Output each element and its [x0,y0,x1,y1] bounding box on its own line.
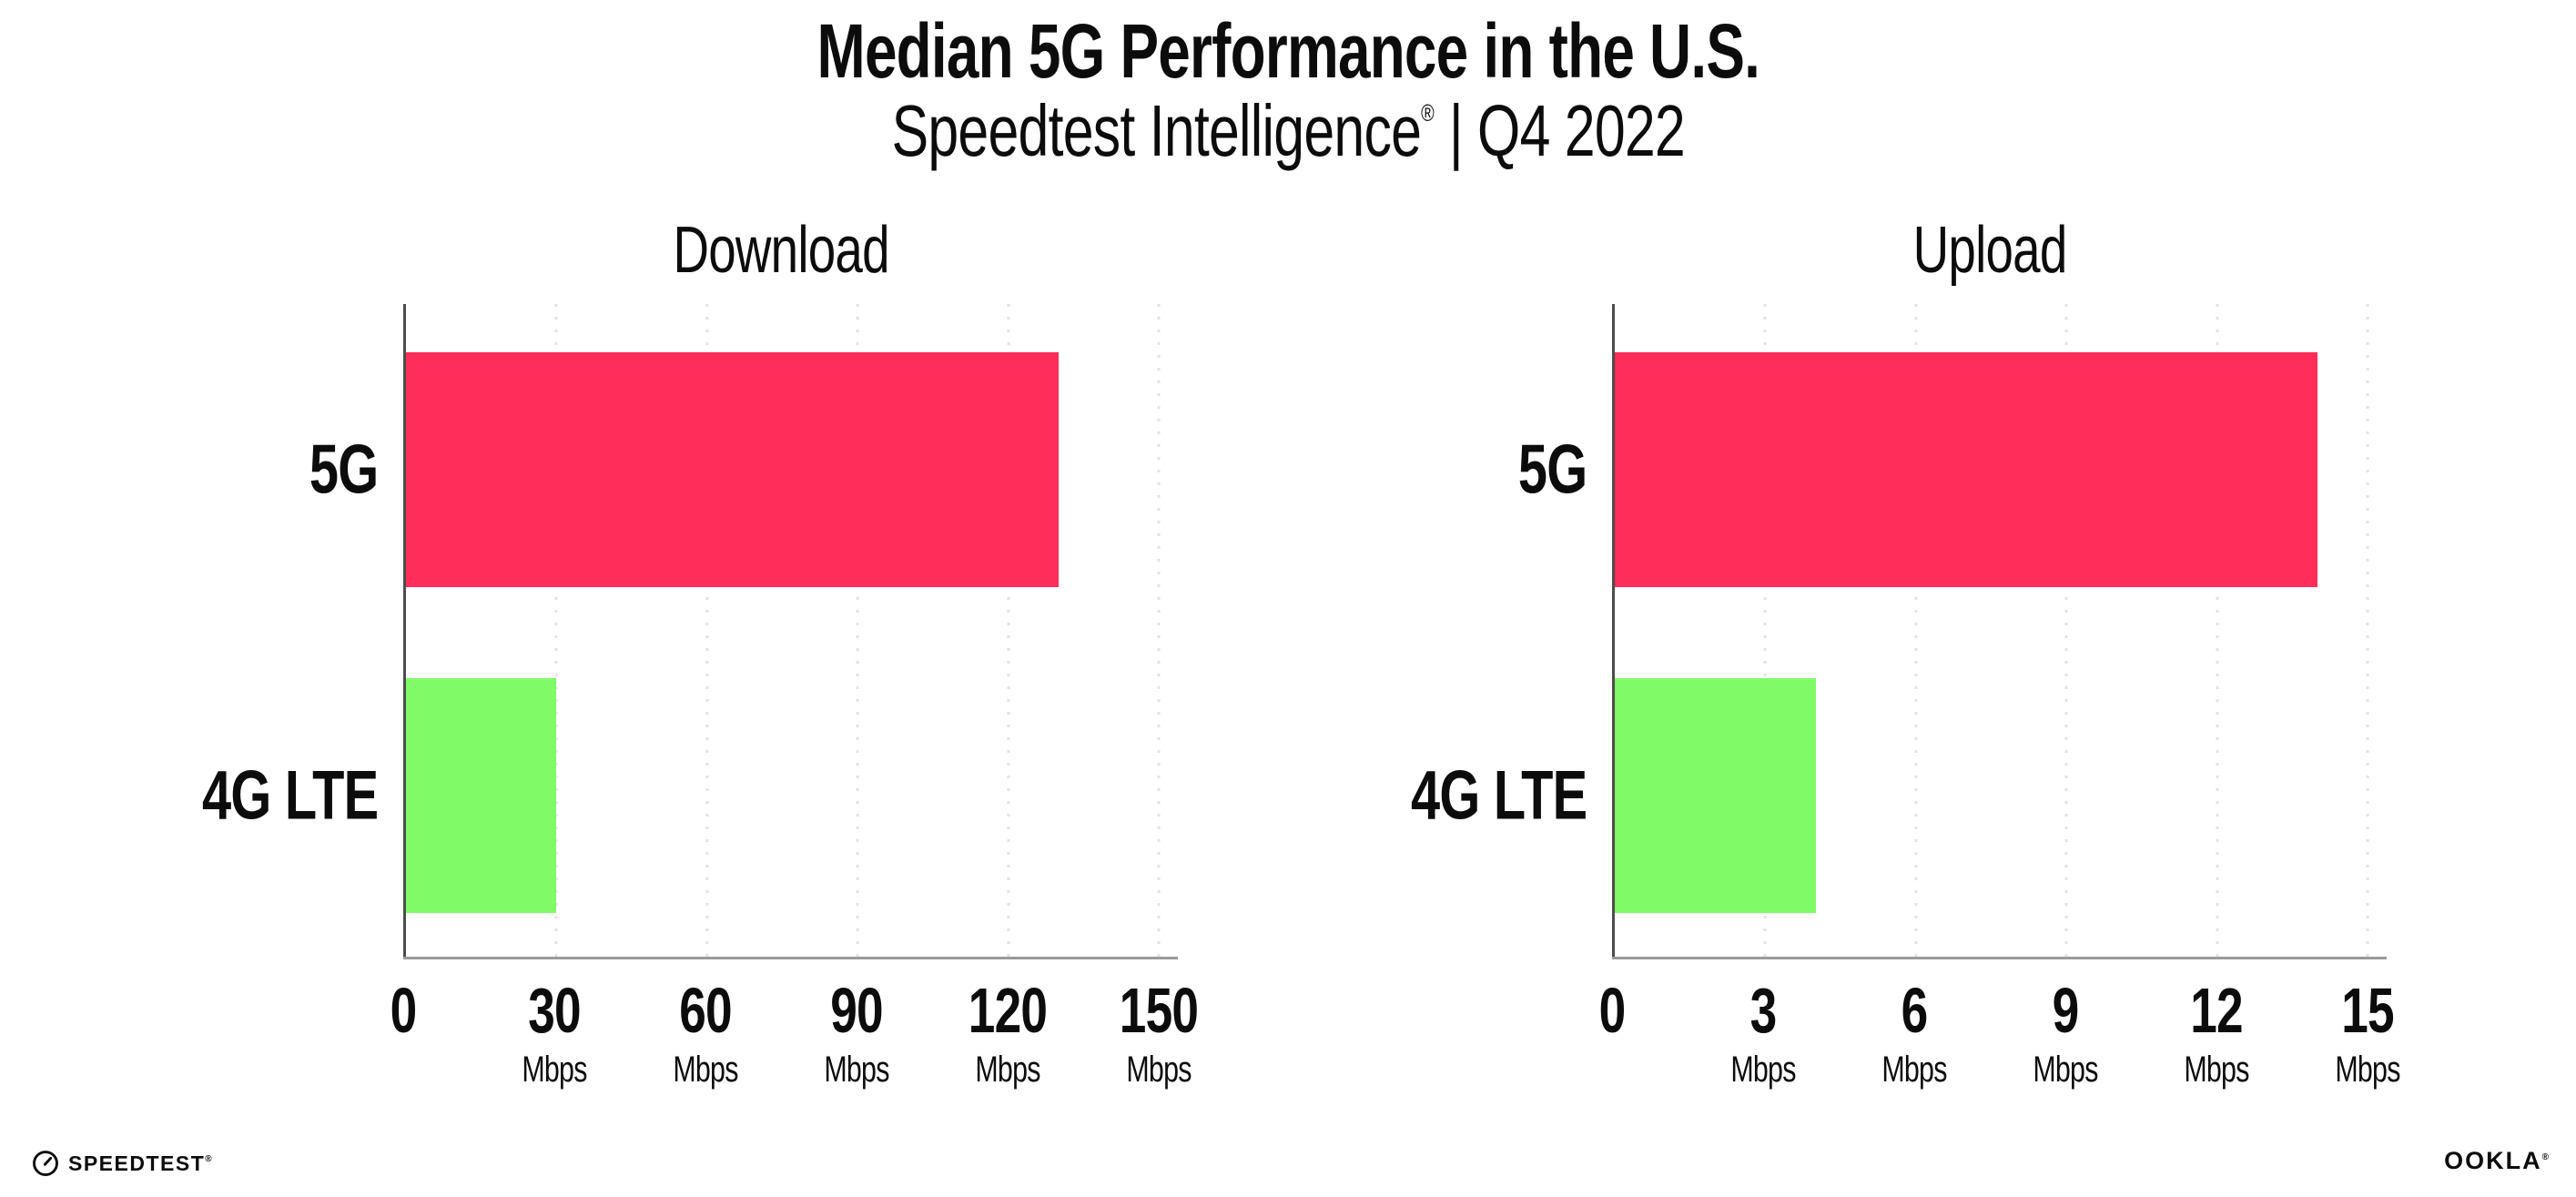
x-tick-value: 0 [390,975,418,1046]
y-label-5g: 5G [288,430,378,509]
gridline [2064,304,2068,959]
x-tick-unit: Mbps [673,1050,738,1090]
speedtest-logo: SPEEDTEST® [32,1150,212,1177]
bar-5g [406,351,1059,588]
y-label-4g-lte-text: 4G LTE [201,756,379,835]
gridline [2366,304,2369,959]
x-tick-3: 3 Mbps [1720,979,1806,1088]
x-tick-value: 60 [679,975,732,1046]
y-label-5g-text: 5G [1517,431,1587,509]
x-tick-0: 0 [386,979,421,1042]
x-tick-unit: Mbps [824,1050,889,1090]
x-tick-value: 15 [2341,975,2394,1046]
x-tick-unit: Mbps [975,1050,1040,1090]
upload-plot-area [1612,304,2387,959]
speedtest-wordmark-text: SPEEDTEST [68,1151,206,1175]
gridline [1007,304,1010,959]
x-tick-value: 9 [2052,975,2080,1046]
gridline [856,304,859,959]
x-tick-value: 120 [968,975,1048,1046]
registered-mark: ® [2541,1152,2549,1162]
bars [406,304,1159,959]
x-tick-6: 6 Mbps [1871,979,1957,1088]
x-tick-value: 90 [830,975,883,1046]
x-tick-value: 0 [1598,975,1627,1046]
y-label-4g-lte-text: 4G LTE [1410,756,1587,835]
bar-4g-lte [1615,677,1816,914]
registered-mark: ® [1420,99,1435,127]
gridlines [406,304,1161,959]
download-chart: Download 5G 4G LTE 0 30 Mbps 60 Mbps 90 Mbps 12… [202,214,1199,1088]
y-label-4g-lte: 4G LTE [147,756,379,835]
x-tick-30: 30 Mbps [512,979,597,1088]
upload-chart-title-text: Upload [1912,214,2068,287]
download-plot-area [403,304,1178,959]
y-label-4g-lte: 4G LTE [1355,756,1587,835]
x-tick-value: 30 [528,975,581,1046]
gridline [2216,304,2219,959]
x-tick-60: 60 Mbps [663,979,748,1088]
x-tick-unit: Mbps [2184,1050,2249,1090]
registered-mark: ® [205,1153,212,1164]
gridlines [1615,304,2369,959]
x-axis-line [403,957,1178,959]
upload-chart: Upload 5G 4G LTE 0 3 Mbps 6 Mbps 9 Mbps 12 Mbps 1… [1411,214,2401,1088]
gridline [1157,304,1161,959]
bar-5g [1615,351,2317,588]
download-chart-title: Download [403,213,1159,288]
page-title: Median 5G Performance in the U.S. [0,7,2576,96]
ookla-logo: OOKLA® [2444,1147,2549,1175]
page-subtitle-text: Speedtest Intelligence® | Q4 2022 [891,89,1686,173]
x-tick-0: 0 [1595,979,1629,1042]
x-tick-unit: Mbps [1730,1050,1796,1090]
x-tick-value: 12 [2190,975,2243,1046]
subtitle-brand: Speedtest Intelligence [891,90,1421,171]
gridline [554,304,558,959]
download-chart-title-text: Download [673,214,889,287]
gridline [1763,304,1767,959]
x-tick-value: 6 [1901,975,1929,1046]
x-tick-90: 90 Mbps [814,979,899,1088]
y-label-5g-text: 5G [309,431,378,509]
y-label-5g: 5G [1496,430,1587,509]
bar-4g-lte [406,677,557,914]
x-tick-unit: Mbps [522,1050,587,1090]
page-subtitle: Speedtest Intelligence® | Q4 2022 [0,89,2576,173]
speedtest-gauge-icon [33,1151,58,1176]
x-tick-120: 120 Mbps [956,979,1060,1088]
x-tick-12: 12 Mbps [2174,979,2259,1088]
speedtest-wordmark: SPEEDTEST® [68,1151,212,1176]
x-tick-value: 150 [1119,975,1199,1046]
x-tick-value: 3 [1749,975,1778,1046]
gridline [1914,304,1918,959]
x-tick-150: 150 Mbps [1107,979,1211,1088]
bars [1615,304,2368,959]
page-title-text: Median 5G Performance in the U.S. [816,8,1760,94]
x-tick-15: 15 Mbps [2325,979,2410,1088]
x-tick-9: 9 Mbps [2023,979,2108,1088]
x-tick-unit: Mbps [2033,1050,2098,1090]
upload-chart-title: Upload [1612,213,2368,288]
gridline [705,304,709,959]
x-tick-unit: Mbps [2335,1050,2400,1090]
x-tick-unit: Mbps [1881,1050,1947,1090]
x-tick-unit: Mbps [1126,1050,1192,1090]
ookla-wordmark-text: OOKLA [2444,1147,2542,1174]
x-axis-line [1612,957,2387,959]
subtitle-period: | Q4 2022 [1448,90,1686,171]
